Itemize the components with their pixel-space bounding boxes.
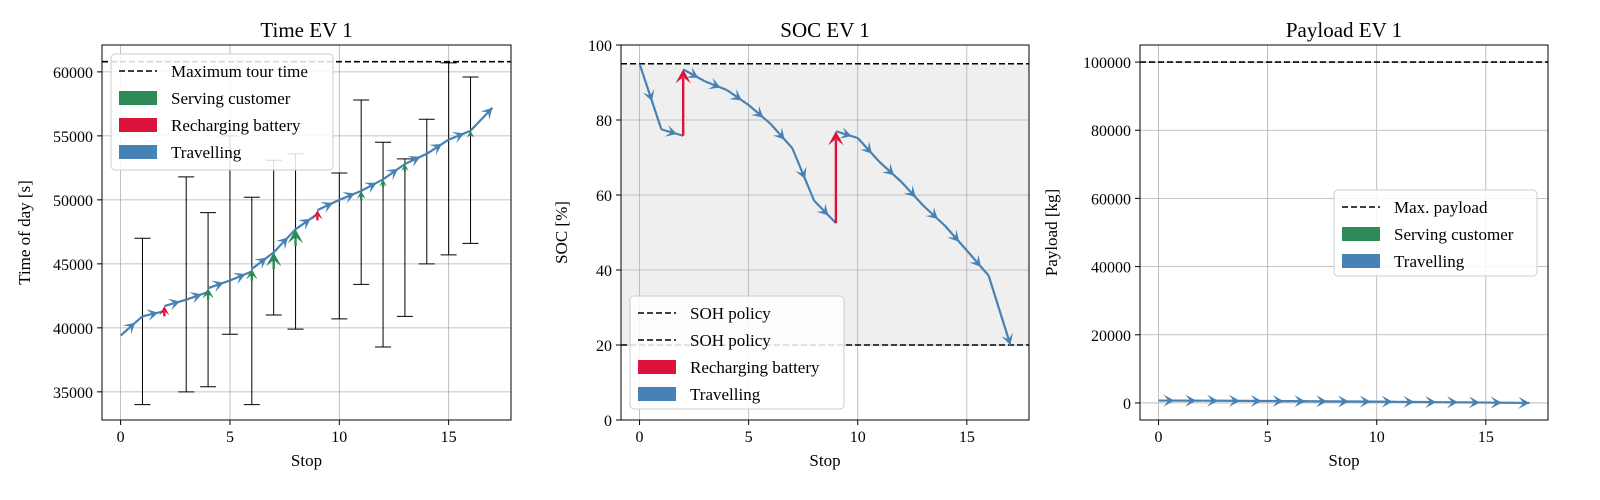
travel-arrow — [429, 144, 442, 155]
legend-patch-swatch — [638, 387, 676, 401]
legend-patch-swatch — [1342, 254, 1380, 268]
legend-patch-swatch — [119, 91, 157, 105]
x-tick-label: 10 — [331, 429, 347, 446]
x-tick-label: 5 — [745, 429, 753, 446]
legend-label: Serving customer — [171, 89, 291, 108]
x-tick-label: 5 — [1264, 429, 1272, 446]
chart-title: SOC EV 1 — [780, 18, 869, 42]
legend-label: Travelling — [1394, 252, 1465, 271]
legend-label: Recharging battery — [690, 358, 820, 377]
y-tick-label: 55000 — [53, 129, 93, 146]
y-axis-label: Payload [kg] — [1042, 189, 1061, 276]
y-tick-label: 45000 — [53, 257, 93, 274]
y-tick-label: 40 — [596, 263, 612, 280]
x-tick-label: 15 — [959, 429, 975, 446]
chart-title: Payload EV 1 — [1286, 18, 1402, 42]
legend-label: Maximum tour time — [171, 62, 308, 81]
legend-patch-swatch — [638, 360, 676, 374]
x-tick-label: 10 — [850, 429, 866, 446]
x-tick-label: 5 — [226, 429, 234, 446]
x-tick-label: 0 — [636, 429, 644, 446]
legend-label: Serving customer — [1394, 225, 1514, 244]
y-tick-label: 60 — [596, 188, 612, 205]
legend: Max. payload Serving customer Travelling — [1334, 190, 1537, 276]
legend-patch-swatch — [119, 118, 157, 132]
y-tick-label: 60000 — [1091, 191, 1131, 208]
legend-label: Recharging battery — [171, 116, 301, 135]
y-tick-label: 50000 — [53, 193, 93, 210]
y-tick-label: 40000 — [53, 321, 93, 338]
legend-label: Max. payload — [1394, 198, 1488, 217]
x-tick-label: 15 — [1478, 429, 1494, 446]
y-tick-label: 0 — [604, 413, 612, 430]
legend-label: SOH policy — [690, 304, 771, 323]
time-chart-panel: 0 5 10 15 35000 40000 45000 50000 55000 60000 Time… — [15, 18, 511, 470]
y-axis-label: SOC [%] — [552, 201, 571, 264]
y-tick-label: 20000 — [1091, 328, 1131, 345]
legend-patch-swatch — [1342, 227, 1380, 241]
legend-label: Travelling — [171, 143, 242, 162]
x-axis-label: Stop — [291, 451, 322, 470]
y-axis-label: Time of day [s] — [15, 180, 34, 285]
payload-chart-panel: 0 5 10 15 0 20000 40000 60000 80000 100000 Payload… — [1042, 18, 1548, 470]
x-tick-label: 10 — [1369, 429, 1385, 446]
y-tick-label: 60000 — [53, 65, 93, 82]
y-tick-label: 100000 — [1083, 55, 1131, 72]
legend-patch-swatch — [119, 145, 157, 159]
x-tick-label: 0 — [117, 429, 125, 446]
x-tick-label: 0 — [1155, 429, 1163, 446]
x-tick-label: 15 — [441, 429, 457, 446]
y-tick-label: 40000 — [1091, 260, 1131, 277]
legend-label: SOH policy — [690, 331, 771, 350]
legend: SOH policy SOH policy Recharging battery Tr… — [630, 296, 844, 409]
y-tick-label: 100 — [588, 38, 612, 55]
y-tick-label: 20 — [596, 338, 612, 355]
chart-title: Time EV 1 — [260, 18, 352, 42]
x-axis-label: Stop — [809, 451, 840, 470]
x-axis-label: Stop — [1328, 451, 1359, 470]
y-tick-label: 80 — [596, 113, 612, 130]
y-tick-label: 0 — [1123, 396, 1131, 413]
soc-chart-panel: 0 5 10 15 0 20 40 60 80 100 SOC EV 1 Stop SOC [%] SOH… — [552, 18, 1029, 470]
y-tick-label: 35000 — [53, 385, 93, 402]
legend: Maximum tour time Serving customer Recharg… — [111, 54, 333, 170]
legend-label: Travelling — [690, 385, 761, 404]
y-tick-label: 80000 — [1091, 123, 1131, 140]
